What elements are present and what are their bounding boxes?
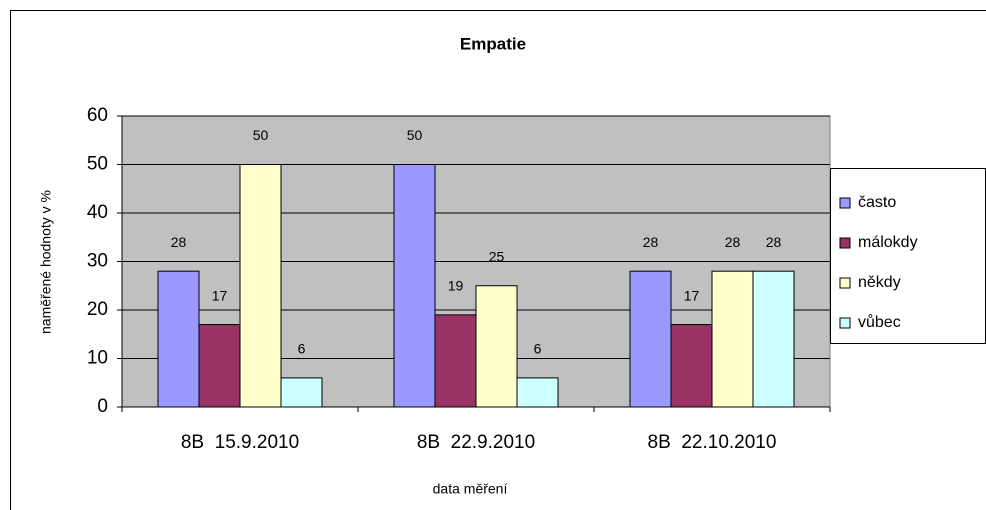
value-label: 28 — [171, 234, 187, 250]
value-label: 6 — [298, 341, 306, 357]
y-tick-label: 50 — [87, 154, 108, 175]
legend-label: někdy — [858, 274, 901, 291]
value-label: 50 — [253, 127, 269, 143]
value-label: 17 — [684, 287, 700, 303]
legend-label: často — [858, 194, 896, 211]
legend — [830, 168, 986, 344]
x-tick-label: 8B 22.10.2010 — [648, 432, 777, 453]
bar — [475, 285, 518, 408]
value-label: 28 — [725, 234, 741, 250]
y-tick-label: 60 — [87, 105, 108, 126]
bar — [670, 324, 713, 408]
legend-swatch — [839, 277, 851, 289]
bar — [239, 164, 282, 408]
legend-swatch — [839, 237, 851, 249]
bar — [711, 270, 754, 408]
bar — [393, 164, 436, 408]
y-tick-label: 30 — [87, 251, 108, 272]
value-label: 6 — [534, 341, 542, 357]
legend-swatch — [839, 197, 851, 209]
chart-title: Empatie — [460, 34, 526, 53]
y-tick-label: 40 — [87, 202, 108, 223]
y-tick-label: 20 — [87, 299, 108, 320]
bar — [157, 270, 200, 408]
value-label: 19 — [448, 278, 464, 294]
bar — [629, 270, 672, 408]
y-tick-label: 0 — [97, 396, 108, 417]
bar — [516, 377, 559, 408]
bar — [752, 270, 795, 408]
y-tick-label: 10 — [87, 348, 108, 369]
value-label: 28 — [643, 234, 659, 250]
value-label: 25 — [489, 248, 505, 264]
legend-label: vůbec — [858, 313, 901, 331]
x-axis-label: data měření — [433, 481, 508, 497]
x-tick-label: 8B 15.9.2010 — [181, 432, 299, 453]
bar — [434, 314, 477, 408]
bar — [280, 377, 323, 408]
legend-label: málokdy — [858, 234, 918, 251]
x-tick-label: 8B 22.9.2010 — [417, 432, 535, 453]
value-label: 28 — [766, 234, 782, 250]
value-label: 50 — [407, 127, 423, 143]
y-axis-label: naměřené hodnoty v % — [38, 190, 54, 334]
bar — [198, 324, 241, 408]
value-label: 17 — [212, 287, 228, 303]
legend-swatch — [839, 317, 851, 329]
